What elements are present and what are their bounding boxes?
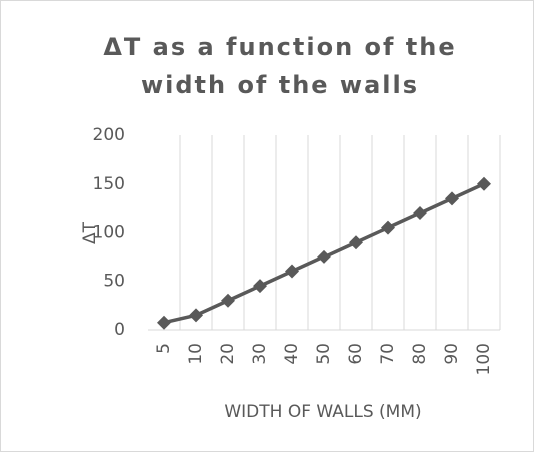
y-tick-label: 0 — [114, 320, 125, 340]
x-tick-label: 70 — [378, 343, 398, 365]
data-point — [189, 308, 203, 323]
x-tick-label: 10 — [186, 343, 206, 365]
data-point — [317, 249, 331, 264]
y-tick-label: 50 — [103, 271, 125, 291]
x-tick-label: 20 — [218, 343, 238, 365]
x-tick-label: 60 — [346, 343, 366, 365]
data-point — [221, 293, 235, 308]
x-tick-label: 50 — [314, 343, 334, 365]
data-point — [349, 235, 363, 250]
y-tick-label: 200 — [93, 125, 125, 145]
data-point — [477, 176, 491, 191]
data-point — [285, 264, 299, 279]
x-axis-label: WIDTH OF WALLS (MM) — [224, 402, 421, 422]
y-axis-label: ΔT — [80, 221, 100, 244]
x-tick-label: 80 — [410, 343, 430, 365]
chart-title: ΔT as a function of the width of the wal… — [103, 33, 457, 99]
x-tick-label: 90 — [442, 343, 462, 365]
x-tick-label: 100 — [474, 343, 494, 375]
data-point — [413, 206, 427, 220]
y-tick-label: 100 — [93, 223, 125, 243]
data-point — [445, 191, 459, 206]
x-tick-label: 5 — [154, 343, 174, 354]
data-point — [381, 220, 395, 235]
x-tick-label: 30 — [250, 343, 270, 365]
data-point — [157, 315, 171, 330]
x-tick-label: 40 — [282, 343, 302, 365]
data-point — [253, 279, 267, 294]
y-tick-label: 150 — [93, 174, 125, 194]
